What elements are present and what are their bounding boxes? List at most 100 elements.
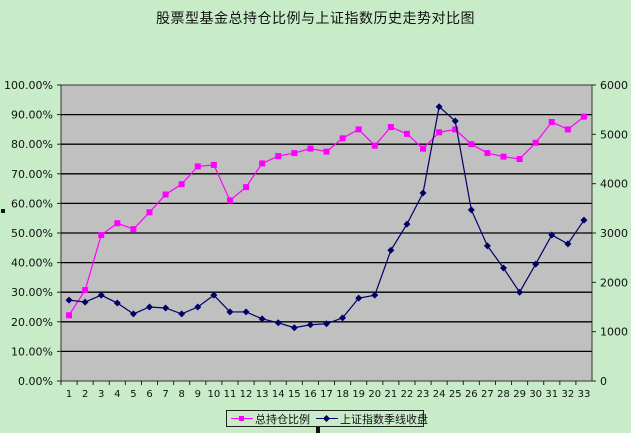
legend: 总持仓比例 上证指数季线收盘 <box>226 410 428 427</box>
x-axis-tick: 16 <box>304 389 317 400</box>
square-marker-icon <box>114 220 121 227</box>
diamond-marker-icon <box>548 231 556 239</box>
x-axis-tick: 33 <box>578 389 591 400</box>
x-axis-tick: 26 <box>465 389 478 400</box>
x-axis-tick: 30 <box>529 389 542 400</box>
x-axis-tick: 6 <box>146 389 152 400</box>
square-marker-icon <box>548 119 555 125</box>
x-axis-tick: 19 <box>352 389 365 400</box>
x-axis-tick: 5 <box>130 389 136 400</box>
x-axis-tick: 28 <box>497 389 510 400</box>
left-axis-tick: 50.00% <box>11 227 53 240</box>
left-axis-tick: 80.00% <box>11 138 53 151</box>
left-axis-tick: 60.00% <box>11 197 53 210</box>
square-marker-icon <box>532 139 539 146</box>
square-marker-icon <box>194 163 201 170</box>
left-axis-tick: 90.00% <box>11 109 53 122</box>
x-axis-tick: 24 <box>433 389 446 400</box>
diamond-marker-icon <box>81 298 89 306</box>
diamond-marker-icon <box>532 260 540 268</box>
square-marker-icon <box>371 142 378 149</box>
diamond-marker-icon <box>323 320 330 328</box>
x-axis-tick: 32 <box>561 389 574 400</box>
left-axis-tick: 0.00% <box>18 375 53 388</box>
stray-mark <box>1 209 5 213</box>
x-axis-tick: 17 <box>320 389 333 400</box>
square-marker-icon <box>564 126 571 133</box>
diamond-marker-icon <box>290 324 298 332</box>
diamond-marker-icon <box>242 308 250 316</box>
square-marker-icon <box>484 150 491 157</box>
x-axis-tick: 22 <box>401 389 414 400</box>
x-axis-tick: 2 <box>82 389 88 400</box>
x-axis-tick: 27 <box>481 389 494 400</box>
left-axis-tick: 100.00% <box>4 79 53 92</box>
square-marker-icon <box>468 141 475 148</box>
diamond-marker-icon <box>580 216 588 224</box>
diamond-marker-icon <box>194 303 202 311</box>
left-axis-tick: 10.00% <box>11 345 53 358</box>
chart-title: 股票型基金总持仓比例与上证指数历史走势对比图 <box>156 11 475 27</box>
diamond-marker-icon <box>178 310 186 318</box>
square-marker-icon <box>226 197 233 204</box>
diamond-marker-icon <box>162 304 170 312</box>
legend-item-holding-ratio: 总持仓比例 <box>231 411 310 427</box>
diamond-marker-icon <box>274 319 282 327</box>
square-marker-icon <box>323 148 330 155</box>
x-axis-tick: 14 <box>272 389 285 400</box>
x-axis-tick: 9 <box>195 389 201 400</box>
square-marker-icon <box>403 130 410 137</box>
square-marker-icon <box>66 312 73 319</box>
diamond-marker-icon <box>451 117 459 125</box>
x-axis-tick: 15 <box>288 389 301 400</box>
square-marker-icon <box>210 161 217 168</box>
stray-mark <box>316 427 320 433</box>
x-axis-tick: 21 <box>384 389 397 400</box>
diamond-marker-icon <box>258 315 266 323</box>
square-marker-icon <box>436 129 443 136</box>
diamond-marker-icon <box>339 314 347 322</box>
x-axis-tick: 29 <box>513 389 526 400</box>
left-axis-tick: 40.00% <box>11 257 53 270</box>
x-axis-tick: 20 <box>368 389 381 400</box>
diamond-marker-icon <box>387 246 395 254</box>
diamond-marker-icon <box>483 242 491 250</box>
left-axis-tick: 70.00% <box>11 168 53 181</box>
x-axis-tick: 10 <box>207 389 220 400</box>
x-axis-tick: 4 <box>114 389 120 400</box>
diamond-marker-icon <box>97 291 105 299</box>
right-axis-tick: 5000 <box>600 128 628 141</box>
diamond-marker-icon <box>113 299 121 307</box>
diamond-marker-icon <box>564 240 572 248</box>
diamond-marker-icon <box>419 189 427 197</box>
diamond-marker-icon <box>65 296 73 304</box>
square-marker-icon <box>339 135 346 142</box>
x-axis-tick: 1 <box>66 389 72 400</box>
right-axis-tick: 0 <box>600 375 607 388</box>
diamond-marker-icon <box>516 288 524 296</box>
left-axis-tick: 20.00% <box>11 316 53 329</box>
legend-label: 上证指数季线收盘 <box>340 412 428 426</box>
x-axis-tick: 8 <box>178 389 184 400</box>
square-marker-icon <box>500 153 507 160</box>
square-marker-icon <box>130 226 137 233</box>
right-axis-tick: 3000 <box>600 227 628 240</box>
x-axis-tick: 7 <box>162 389 168 400</box>
square-marker-icon <box>231 414 253 424</box>
diamond-marker-icon <box>467 206 475 214</box>
right-axis-tick: 4000 <box>600 178 628 191</box>
square-marker-icon <box>307 145 314 152</box>
square-marker-icon <box>98 232 105 239</box>
square-marker-icon <box>452 126 459 133</box>
diamond-marker-icon <box>226 308 234 316</box>
x-axis-tick: 13 <box>256 389 269 400</box>
square-marker-icon <box>82 287 89 294</box>
legend-label: 总持仓比例 <box>255 412 310 426</box>
square-marker-icon <box>387 124 394 131</box>
diamond-marker-icon <box>500 264 507 272</box>
square-marker-icon <box>178 181 185 188</box>
diamond-marker-icon <box>316 414 338 424</box>
square-marker-icon <box>243 184 250 191</box>
diamond-marker-icon <box>403 220 411 228</box>
